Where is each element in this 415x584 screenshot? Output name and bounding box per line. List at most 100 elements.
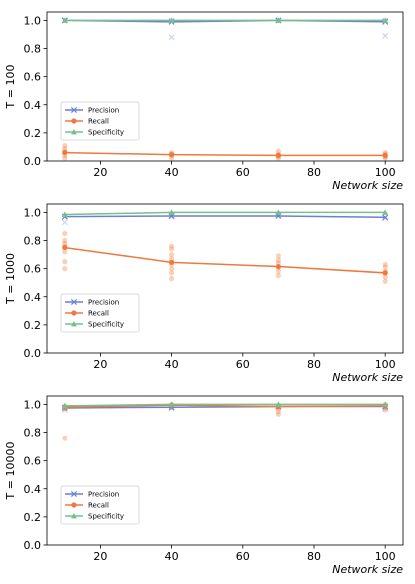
legend-label-specificity: Specificity xyxy=(88,129,124,137)
panel-t1000: 20 40 60 80 100 0.0 0.2 0.4 0.6 0.8 1.0 Network siz… xyxy=(4,203,404,384)
recall-run-point xyxy=(62,155,68,161)
x-tick-label: 100 xyxy=(375,166,396,179)
x-tick-label: 80 xyxy=(307,166,321,179)
precision-run-point xyxy=(61,219,68,226)
y-tick-label: 0.4 xyxy=(24,291,42,304)
x-tick-label: 40 xyxy=(165,166,179,179)
recall-mean-point xyxy=(62,149,68,156)
specificity-mean-point xyxy=(168,17,175,23)
recall-run-point xyxy=(62,259,68,265)
recall-run-point xyxy=(169,266,175,272)
recall-mean-point xyxy=(275,152,281,158)
y-tick-label: 0.0 xyxy=(24,347,42,360)
legend: Precision Recall Specificity xyxy=(60,485,140,525)
specificity-line xyxy=(64,403,386,407)
specificity-mean-point xyxy=(382,17,389,23)
legend-marker-precision xyxy=(70,490,78,498)
x-tick-label: 60 xyxy=(236,358,250,371)
specificity-mean-point xyxy=(61,402,68,409)
x-tick-label: 80 xyxy=(307,358,321,371)
recall-run-point xyxy=(62,249,68,255)
specificity-mean-point xyxy=(382,209,389,215)
y-axis-title: T = 1000 xyxy=(4,253,17,305)
specificity-mean-point xyxy=(168,401,175,407)
specificity-mean-point xyxy=(61,17,68,23)
x-tick-label: 20 xyxy=(93,358,107,371)
recall-run-point xyxy=(169,246,175,252)
recall-run-point xyxy=(275,411,281,417)
specificity-mean-point xyxy=(168,209,175,215)
precision-line xyxy=(64,215,386,219)
recall-run-point xyxy=(62,435,68,441)
y-axis-title: T = 10000 xyxy=(4,442,17,501)
y-tick-label: 0.8 xyxy=(24,427,42,440)
recall-run-point xyxy=(382,407,388,413)
legend-marker-precision xyxy=(70,106,78,114)
precision-mean-point xyxy=(382,214,389,221)
y-tick-label: 0.2 xyxy=(24,511,42,524)
y-tick-label: 0.8 xyxy=(24,43,42,56)
x-tick-label: 100 xyxy=(375,358,396,371)
recall-mean-point xyxy=(62,244,68,251)
recall-run-point xyxy=(62,142,68,149)
y-tick-label: 1.0 xyxy=(24,206,42,219)
y-tick-label: 0.0 xyxy=(24,155,42,168)
recall-run-point xyxy=(169,270,175,276)
legend-box xyxy=(60,101,140,141)
y-axis-title: T = 100 xyxy=(4,65,17,110)
legend-marker-specificity xyxy=(71,129,77,135)
x-tick-label: 40 xyxy=(165,358,179,371)
recall-line xyxy=(64,151,386,157)
x-tick-label: 100 xyxy=(375,550,396,563)
specificity-mean-point xyxy=(61,211,68,217)
x-axis-title: Network size xyxy=(332,371,403,384)
recall-mean-point xyxy=(382,152,388,158)
recall-run-point xyxy=(382,274,388,280)
legend-marker-specificity xyxy=(71,321,77,327)
axes-frame xyxy=(46,11,404,162)
recall-run-point xyxy=(275,268,281,275)
y-tick-label: 0.0 xyxy=(24,539,42,552)
y-tick-label: 0.2 xyxy=(24,127,42,140)
recall-run-point xyxy=(382,278,388,284)
recall-run-point xyxy=(382,264,388,270)
y-tick-label: 0.4 xyxy=(24,483,42,496)
y-tick-label: 1.0 xyxy=(24,398,42,411)
recall-mean-point xyxy=(169,259,175,265)
recall-run-point xyxy=(62,240,68,246)
specificity-mean-point xyxy=(275,17,282,23)
legend-label-precision: Precision xyxy=(88,299,119,307)
legend-label-specificity: Specificity xyxy=(88,321,124,329)
recall-mean-point xyxy=(382,270,388,276)
specificity-mean-point xyxy=(275,209,282,215)
y-tick-label: 0.6 xyxy=(24,263,42,276)
y-tick-label: 1.0 xyxy=(24,14,42,27)
legend-marker-recall xyxy=(71,118,77,124)
x-tick-label: 80 xyxy=(307,550,321,563)
recall-run-point xyxy=(62,145,68,151)
recall-run-point xyxy=(62,237,68,244)
recall-run-point xyxy=(275,408,281,415)
legend-box xyxy=(60,485,140,525)
axes-frame xyxy=(46,203,404,354)
recall-run-point xyxy=(275,273,281,279)
legend-label-recall: Recall xyxy=(88,502,109,510)
y-tick-label: 0.6 xyxy=(24,455,42,468)
recall-run-point xyxy=(382,261,388,268)
recall-run-point xyxy=(275,257,281,263)
y-tick-label: 0.4 xyxy=(24,99,42,112)
x-tick-label: 60 xyxy=(236,166,250,179)
y-tick-label: 0.6 xyxy=(24,71,42,84)
legend-marker-specificity xyxy=(71,513,77,519)
legend: Precision Recall Specificity xyxy=(60,293,140,333)
recall-run-point xyxy=(275,253,281,259)
recall-mean-point xyxy=(169,152,175,158)
specificity-mean-point xyxy=(275,401,282,407)
y-tick-label: 0.2 xyxy=(24,319,42,332)
panel-t100: 20 40 60 80 100 0.0 0.2 0.4 0.6 0.8 1.0 Network siz… xyxy=(4,11,404,192)
specificity-line xyxy=(64,211,386,216)
x-tick-label: 20 xyxy=(93,550,107,563)
legend-box xyxy=(60,293,140,333)
x-tick-label: 40 xyxy=(165,550,179,563)
legend-marker-recall xyxy=(71,502,77,508)
